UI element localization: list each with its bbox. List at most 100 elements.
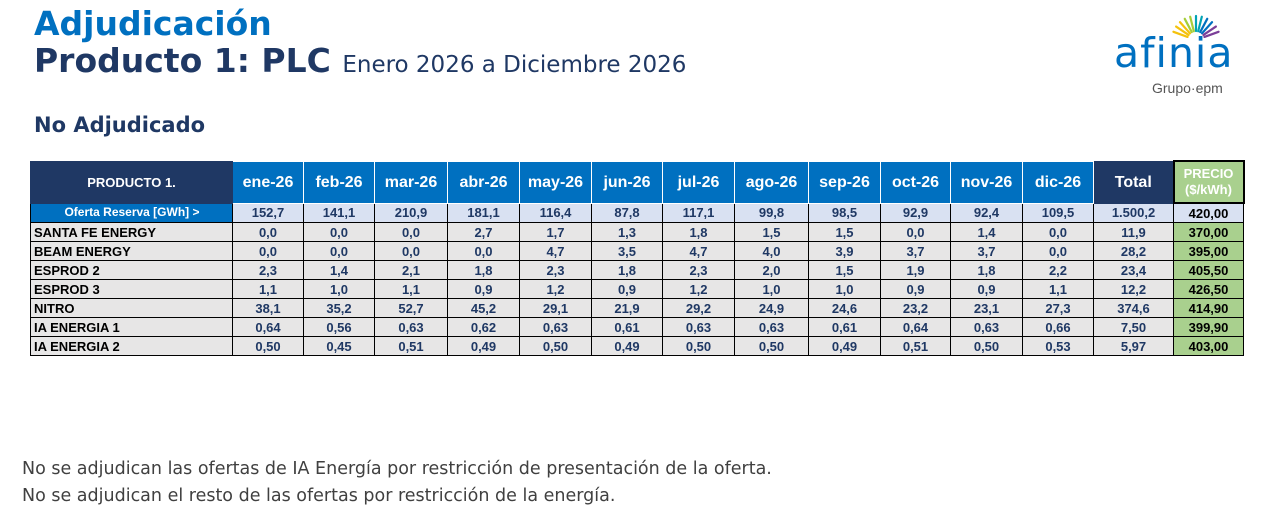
month-value-cell: 29,2 <box>662 298 735 318</box>
price-header-label: PRECIO <box>1183 166 1234 181</box>
table-row: IA ENERGIA 1 0,64 0,56 0,63 0,62 0,63 0,61 0,63… <box>30 317 1244 337</box>
logo-ray <box>1199 17 1209 34</box>
month-value-cell: 0,63 <box>662 317 735 337</box>
month-value-cell: 3,7 <box>880 241 951 261</box>
month-header: dic-26 <box>1022 160 1094 204</box>
table-row: BEAM ENERGY 0,0 0,0 0,0 0,0 4,7 3,5 4,7 4,0 3,9 3,… <box>30 241 1244 261</box>
month-value-cell: 117,1 <box>662 202 735 223</box>
section-subtitle: No Adjudicado <box>34 113 206 137</box>
total-cell: 374,6 <box>1093 298 1174 318</box>
table-header-row: PRODUCTO 1. ene-26 feb-26 mar-26 abr-26 … <box>30 160 1245 204</box>
month-value-cell: 0,0 <box>303 241 375 261</box>
month-value-cell: 35,2 <box>303 298 375 318</box>
month-value-cell: 1,3 <box>591 222 663 242</box>
month-value-cell: 1,0 <box>303 279 375 299</box>
price-header-unit: ($/kWh) <box>1185 182 1232 197</box>
month-value-cell: 0,63 <box>734 317 809 337</box>
logo-rays-icon <box>1172 14 1220 38</box>
month-header: jul-26 <box>662 160 735 204</box>
month-value-cell: 1,1 <box>374 279 448 299</box>
month-value-cell: 181,1 <box>447 202 520 223</box>
month-value-cell: 210,9 <box>374 202 448 223</box>
table-row: NITRO 38,1 35,2 52,7 45,2 29,1 21,9 29,2 24,9 24,… <box>30 298 1244 318</box>
month-value-cell: 0,9 <box>447 279 520 299</box>
month-value-cell: 4,7 <box>519 241 592 261</box>
month-value-cell: 0,0 <box>1022 222 1094 242</box>
month-header: ago-26 <box>734 160 809 204</box>
month-value-cell: 2,3 <box>662 260 735 280</box>
month-value-cell: 0,0 <box>374 222 448 242</box>
table-row: ESPROD 2 2,3 1,4 2,1 1,8 2,3 1,8 2,3 2,0 1,5 1,9 1,… <box>30 260 1244 280</box>
product-header: PRODUCTO 1. <box>30 160 233 204</box>
month-value-cell: 1,1 <box>232 279 304 299</box>
total-cell: 28,2 <box>1093 241 1174 261</box>
logo-ray <box>1200 21 1214 35</box>
footnotes: No se adjudican las ofertas de IA Energí… <box>22 456 772 510</box>
month-value-cell: 87,8 <box>591 202 663 223</box>
month-value-cell: 0,0 <box>232 222 304 242</box>
price-cell: 370,00 <box>1173 222 1244 242</box>
month-value-cell: 0,0 <box>447 241 520 261</box>
month-value-cell: 0,62 <box>447 317 520 337</box>
month-value-cell: 98,5 <box>808 202 881 223</box>
month-value-cell: 0,0 <box>232 241 304 261</box>
month-value-cell: 4,0 <box>734 241 809 261</box>
month-value-cell: 0,45 <box>303 336 375 356</box>
month-value-cell: 0,0 <box>303 222 375 242</box>
total-cell: 1.500,2 <box>1093 202 1174 223</box>
month-value-cell: 0,0 <box>374 241 448 261</box>
month-value-cell: 45,2 <box>447 298 520 318</box>
month-value-cell: 0,66 <box>1022 317 1094 337</box>
period-text: Enero 2026 a Diciembre 2026 <box>342 52 687 78</box>
price-cell: 414,90 <box>1173 298 1244 318</box>
month-value-cell: 2,0 <box>734 260 809 280</box>
month-value-cell: 0,50 <box>950 336 1023 356</box>
month-header: feb-26 <box>303 160 375 204</box>
reserve-row: Oferta Reserva [GWh] >152,7 141,1 210,9 181… <box>30 202 1244 223</box>
month-value-cell: 1,9 <box>880 260 951 280</box>
total-cell: 23,4 <box>1093 260 1174 280</box>
month-value-cell: 24,6 <box>808 298 881 318</box>
month-value-cell: 0,51 <box>374 336 448 356</box>
month-value-cell: 0,50 <box>519 336 592 356</box>
month-header: ene-26 <box>232 160 304 204</box>
month-value-cell: 0,50 <box>232 336 304 356</box>
month-value-cell: 1,7 <box>519 222 592 242</box>
month-value-cell: 38,1 <box>232 298 304 318</box>
month-value-cell: 0,50 <box>662 336 735 356</box>
price-cell: 405,50 <box>1173 260 1244 280</box>
total-cell: 5,97 <box>1093 336 1174 356</box>
month-header: may-26 <box>519 160 592 204</box>
month-value-cell: 27,3 <box>1022 298 1094 318</box>
month-value-cell: 4,7 <box>662 241 735 261</box>
row-label: ESPROD 2 <box>30 260 233 280</box>
logo-ray <box>1202 25 1217 37</box>
row-label: IA ENERGIA 1 <box>30 317 233 337</box>
month-value-cell: 1,0 <box>734 279 809 299</box>
month-value-cell: 0,64 <box>232 317 304 337</box>
month-value-cell: 1,8 <box>447 260 520 280</box>
month-value-cell: 1,8 <box>591 260 663 280</box>
month-value-cell: 23,2 <box>880 298 951 318</box>
logo-ray <box>1189 15 1195 33</box>
month-value-cell: 0,9 <box>950 279 1023 299</box>
month-value-cell: 1,4 <box>950 222 1023 242</box>
row-label: BEAM ENERGY <box>30 241 233 261</box>
month-value-cell: 0,51 <box>880 336 951 356</box>
month-value-cell: 2,7 <box>447 222 520 242</box>
total-cell: 7,50 <box>1093 317 1174 337</box>
logo-wordmark: afinia <box>1114 29 1234 77</box>
price-cell: 426,50 <box>1173 279 1244 299</box>
product-title: Producto 1: PLC Enero 2026 a Diciembre 2… <box>34 40 686 86</box>
month-value-cell: 0,63 <box>374 317 448 337</box>
logo-group-text: Grupo·epm <box>1152 80 1223 96</box>
month-value-cell: 0,49 <box>808 336 881 356</box>
month-value-cell: 1,5 <box>808 222 881 242</box>
logo-ray <box>1178 21 1192 35</box>
month-value-cell: 1,1 <box>1022 279 1094 299</box>
adjudication-table: PRODUCTO 1. ene-26 feb-26 mar-26 abr-26 … <box>30 160 1245 356</box>
total-cell: 11,9 <box>1093 222 1174 242</box>
month-value-cell: 92,9 <box>880 202 951 223</box>
month-value-cell: 92,4 <box>950 202 1023 223</box>
logo-ray <box>1203 30 1220 38</box>
